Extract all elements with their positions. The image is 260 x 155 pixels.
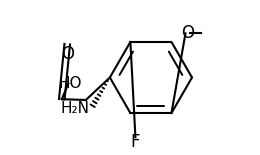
Text: HO: HO xyxy=(59,76,82,91)
Text: O: O xyxy=(61,45,74,63)
Text: H₂N: H₂N xyxy=(61,101,90,116)
Text: O: O xyxy=(181,24,194,42)
Text: F: F xyxy=(131,133,140,151)
